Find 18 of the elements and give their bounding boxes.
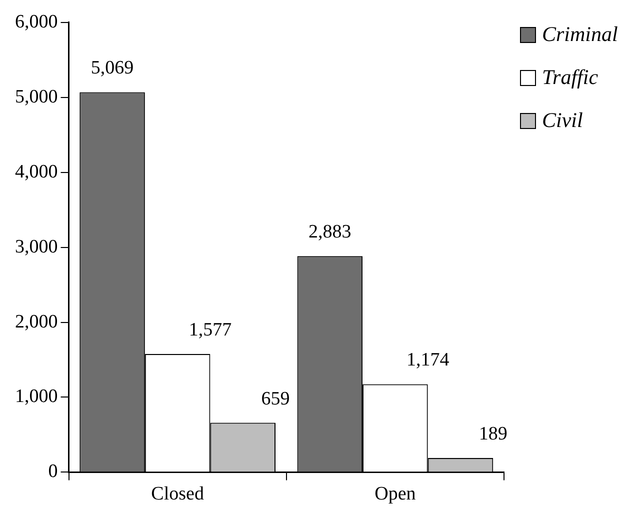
legend-label: Criminal — [542, 22, 618, 47]
legend-label: Civil — [542, 108, 583, 133]
x-tick-label: Open — [374, 484, 416, 505]
y-tick-label: 1,000 — [15, 386, 58, 408]
y-tick-label: 2,000 — [15, 311, 58, 332]
y-tick-label: 6,000 — [15, 11, 58, 32]
y-tick-label: 3,000 — [15, 236, 58, 258]
data-label: 1,577 — [188, 319, 232, 340]
data-label: 5,069 — [90, 58, 134, 79]
data-label: 659 — [261, 388, 290, 410]
x-tick-label: Closed — [151, 484, 204, 505]
data-label: 1,174 — [406, 350, 450, 371]
y-tick-label: 0 — [48, 461, 58, 482]
y-tick-label: 5,000 — [15, 86, 58, 108]
data-label: 2,883 — [308, 222, 352, 243]
text: Traffic — [542, 65, 598, 90]
data-label: 189 — [478, 424, 508, 445]
y-tick-label: 4,000 — [15, 161, 58, 182]
